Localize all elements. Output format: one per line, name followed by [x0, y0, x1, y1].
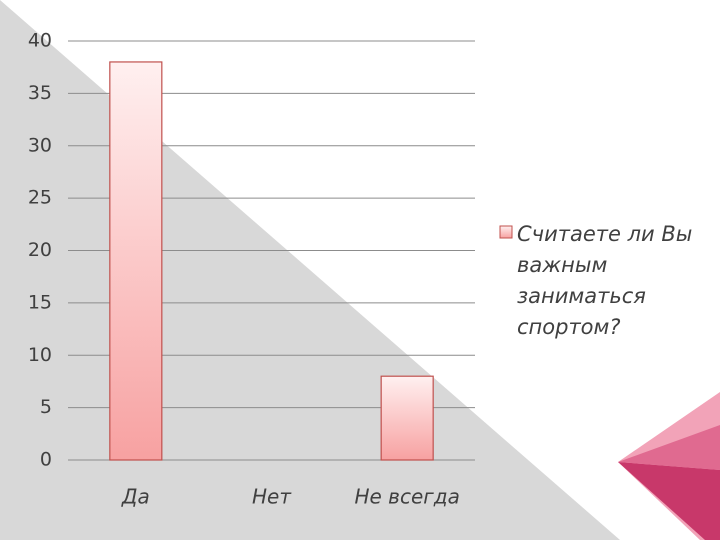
- y-tick-label: 10: [28, 344, 52, 366]
- bar: [380, 375, 434, 461]
- y-tick-label: 40: [28, 30, 52, 52]
- y-tick-label: 30: [28, 134, 52, 156]
- y-tick-label: 35: [28, 82, 52, 104]
- legend-label: Считаете ли Вы важным заниматься спортом…: [517, 222, 693, 339]
- plot: 0 5 10 15 20 25 30 35 40 Да Нет Не всегда: [28, 30, 475, 509]
- y-tick-label: 0: [40, 449, 52, 471]
- legend-swatch: [499, 225, 513, 239]
- bar: [109, 61, 163, 461]
- x-tick-label: Не всегда: [354, 485, 459, 509]
- decoration: [618, 425, 720, 470]
- y-tick-label: 5: [40, 396, 52, 418]
- x-tick-label: Да: [121, 485, 150, 509]
- decoration: [618, 462, 720, 540]
- y-tick-label: 25: [28, 187, 52, 209]
- y-tick-label: 20: [28, 239, 52, 261]
- x-tick-label: Нет: [252, 485, 292, 509]
- y-tick-label: 15: [28, 291, 52, 313]
